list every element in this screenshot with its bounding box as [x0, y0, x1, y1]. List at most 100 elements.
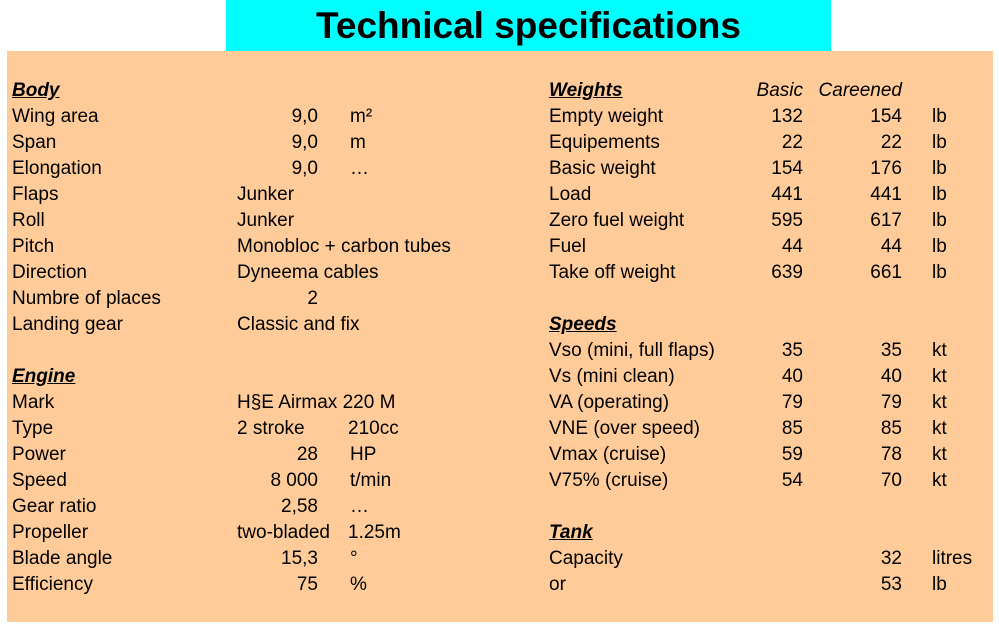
spec-label: Capacity — [549, 548, 623, 569]
basic-value: 595 — [771, 210, 803, 231]
section-header-row: Tank — [7, 520, 993, 546]
section-header: Body — [12, 80, 60, 101]
careened-value: 79 — [880, 392, 902, 413]
spec-label: Zero fuel weight — [549, 210, 685, 231]
careened-value: 53 — [880, 574, 902, 595]
spec-unit: t/min — [350, 470, 392, 491]
spec-row: VNE (over speed) 85 85 kt — [7, 416, 993, 442]
spec-label: Blade angle — [12, 548, 113, 569]
spec-label: Speed — [12, 470, 67, 491]
spec-label: Fuel — [549, 236, 586, 257]
spec-label: Numbre of places — [12, 288, 161, 309]
spec-row: Equipements 22 22 lb — [7, 130, 993, 156]
spec-text: Junker — [237, 210, 295, 231]
careened-value: 154 — [870, 106, 902, 127]
spec-unit: litres — [932, 548, 973, 569]
spec-label: Type — [12, 418, 54, 439]
careened-value: 22 — [880, 132, 902, 153]
careened-value: 35 — [880, 340, 902, 361]
spec-unit: … — [350, 158, 369, 179]
spec-row: Capacity 32 litres — [7, 546, 993, 572]
spec-label: Power — [12, 444, 66, 465]
careened-value: Careened — [818, 80, 902, 101]
section-header: Weights — [549, 80, 623, 101]
section-header-row: Speeds — [7, 312, 993, 338]
spec-row: Roll Junker — [7, 208, 993, 234]
spec-unit: kt — [932, 470, 947, 491]
careened-value: 32 — [880, 548, 902, 569]
section-header: Speeds — [549, 314, 617, 335]
spec-row: Numbre of places 2 — [7, 286, 993, 312]
spec-unit: lb — [932, 236, 947, 257]
spec-unit: lb — [932, 132, 947, 153]
spec-text: H§E Airmax 220 M — [237, 392, 396, 413]
spec-unit: lb — [932, 106, 947, 127]
spec-text: two-bladed — [237, 522, 330, 543]
spec-row: Power 28 HP — [7, 442, 993, 468]
spec-row: or 53 lb — [7, 572, 993, 598]
spec-row: Efficiency 75% — [7, 572, 993, 598]
spec-row: Pitch Monobloc + carbon tubes — [7, 234, 993, 260]
spec-unit: HP — [350, 444, 377, 465]
basic-value: 22 — [781, 132, 803, 153]
spec-unit: 1.25m — [348, 522, 401, 543]
spec-row: Wing area 9,0 m² — [7, 104, 993, 130]
spec-value: 28 — [296, 444, 318, 465]
basic-value: 79 — [781, 392, 803, 413]
basic-value: 132 — [771, 106, 803, 127]
spec-label: Direction — [12, 262, 87, 283]
spec-label: V75% (cruise) — [549, 470, 669, 491]
basic-value: 59 — [781, 444, 803, 465]
basic-value: 44 — [781, 236, 803, 257]
spec-unit: kt — [932, 418, 947, 439]
spec-label: Pitch — [12, 236, 55, 257]
basic-value: 35 — [781, 340, 803, 361]
spec-value: 15,3 — [281, 548, 318, 569]
spec-row: Vso (mini, full flaps) 35 35 kt — [7, 338, 993, 364]
spec-value: 9,0 — [291, 106, 318, 127]
spec-label: Gear ratio — [12, 496, 97, 517]
spec-unit: lb — [932, 158, 947, 179]
spec-unit: kt — [932, 444, 947, 465]
spec-row: Empty weight 132 154 lb — [7, 104, 993, 130]
careened-value: 441 — [870, 184, 902, 205]
section-header-row: Engine — [7, 364, 993, 390]
careened-value: 661 — [870, 262, 902, 283]
spec-value: 2,58 — [281, 496, 318, 517]
careened-value: 40 — [880, 366, 902, 387]
spec-unit: % — [350, 574, 367, 595]
spec-text: Classic and fix — [237, 314, 360, 335]
spec-label: Basic weight — [549, 158, 656, 179]
careened-value: 176 — [870, 158, 902, 179]
spec-value: 9,0 — [291, 132, 318, 153]
spec-label: Wing area — [12, 106, 99, 127]
spec-row: Propeller two-bladed 1.25m — [7, 520, 993, 546]
spec-label: Vmax (cruise) — [549, 444, 667, 465]
spec-label: Mark — [12, 392, 55, 413]
spec-label: Span — [12, 132, 57, 153]
spec-label: VNE (over speed) — [549, 418, 701, 439]
spec-label: Equipements — [549, 132, 660, 153]
spec-text: Junker — [237, 184, 295, 205]
spec-sheet: Body Wing area 9,0 m² Span 9,0 m Elongation 9,0 …… — [7, 51, 993, 622]
spec-unit: lb — [932, 574, 947, 595]
spec-row: Load 441 441 lb — [7, 182, 993, 208]
basic-value: 54 — [781, 470, 803, 491]
spec-unit: lb — [932, 210, 947, 231]
spec-row: V75% (cruise) 54 70 kt — [7, 468, 993, 494]
spec-unit: kt — [932, 392, 947, 413]
basic-value: 40 — [781, 366, 803, 387]
spec-unit: m — [350, 132, 366, 153]
spec-label: Vso (mini, full flaps) — [549, 340, 715, 361]
spec-unit: … — [350, 496, 369, 517]
spec-row: Flaps Junker — [7, 182, 993, 208]
spec-label: Propeller — [12, 522, 89, 543]
spec-row: Direction Dyneema cables — [7, 260, 993, 286]
spec-row: Take off weight 639 661 lb — [7, 260, 993, 286]
careened-value: 617 — [870, 210, 902, 231]
spec-text: 2 stroke — [237, 418, 305, 439]
spec-label: Landing gear — [12, 314, 123, 335]
spec-label: Efficiency — [12, 574, 93, 595]
spec-row: Basic weight 154 176 lb — [7, 156, 993, 182]
spec-label: Elongation — [12, 158, 102, 179]
